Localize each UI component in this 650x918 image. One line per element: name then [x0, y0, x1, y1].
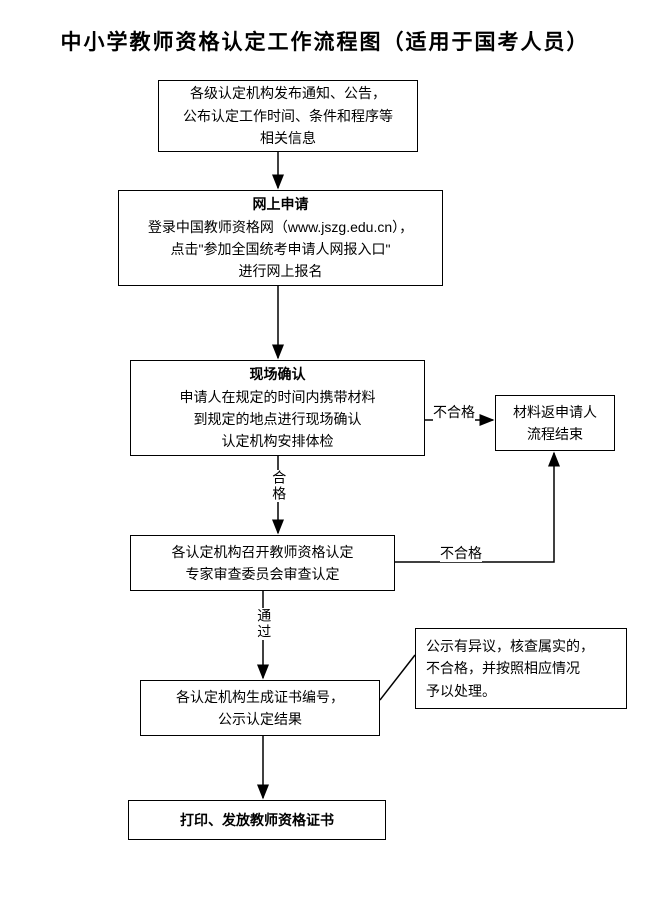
label-e6: 通过: [255, 608, 273, 640]
label-e5: 不合格: [440, 544, 482, 562]
label-e3: 合格: [270, 470, 288, 502]
arrow-e1: [0, 0, 650, 918]
label-e4: 不合格: [433, 403, 475, 421]
